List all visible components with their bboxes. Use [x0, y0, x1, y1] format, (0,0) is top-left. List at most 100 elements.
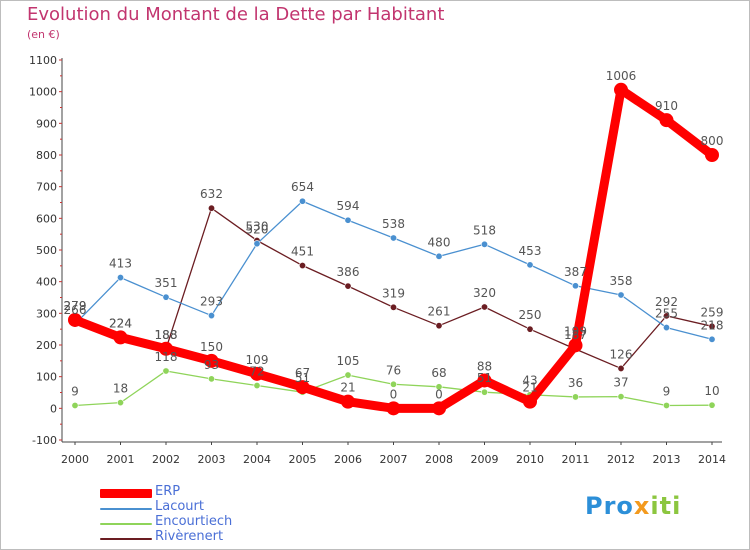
data-label-riv-renert: 632	[200, 187, 223, 201]
data-label-erp: 21	[522, 381, 537, 395]
x-tick-label: 2011	[562, 453, 590, 466]
data-point-erp	[523, 394, 537, 409]
y-tick-label: 400	[36, 276, 57, 289]
data-label-erp: 188	[155, 328, 178, 342]
data-point-encourtiech	[162, 367, 170, 375]
data-label-erp: 88	[477, 359, 492, 373]
data-point-riv-renert	[480, 303, 488, 311]
data-label-riv-renert: 279	[64, 299, 87, 313]
data-point-lacourt	[389, 234, 397, 242]
y-tick-label: 800	[36, 149, 57, 162]
data-label-encourtiech: 93	[204, 358, 219, 372]
data-label-riv-renert: 320	[473, 286, 496, 300]
data-point-erp	[159, 341, 173, 356]
data-point-erp	[705, 148, 719, 162]
data-label-encourtiech: 68	[431, 366, 446, 380]
data-point-erp	[568, 338, 583, 353]
data-label-encourtiech: 10	[704, 384, 719, 398]
legend-item-erp: ERP	[100, 484, 320, 501]
data-point-encourtiech	[253, 382, 261, 390]
data-point-erp	[386, 401, 401, 416]
legend-item-encourtiech: Encourtiech	[100, 514, 320, 531]
data-point-erp	[659, 113, 674, 128]
y-tick-label: 600	[36, 212, 57, 225]
data-point-erp	[432, 401, 446, 416]
data-label-riv-renert: 451	[291, 245, 314, 259]
data-label-riv-renert: 261	[428, 305, 451, 319]
data-point-lacourt	[435, 252, 443, 260]
proxiti-logo: Proxiti	[585, 492, 681, 520]
data-label-riv-renert: 319	[382, 286, 405, 300]
data-label-encourtiech: 51	[295, 371, 310, 385]
y-tick-label: 0	[50, 402, 57, 415]
x-tick-label: 2009	[471, 453, 499, 466]
legend-item-riv-renert: Rivèrenert	[100, 529, 320, 546]
data-point-lacourt	[708, 335, 716, 343]
data-label-lacourt: 413	[109, 257, 132, 271]
y-tick-label: 1100	[29, 54, 57, 67]
logo-part-pro: Pro	[585, 492, 634, 520]
data-point-erp	[68, 312, 82, 327]
x-tick-label: 2014	[698, 453, 726, 466]
data-label-erp: 910	[655, 99, 678, 113]
data-label-riv-renert: 250	[519, 308, 542, 322]
data-point-lacourt	[662, 324, 670, 332]
legend: ERP Lacourt Encourtiech Rivèrenert	[100, 484, 320, 546]
x-tick-label: 2006	[334, 453, 362, 466]
data-label-lacourt: 518	[473, 223, 496, 237]
legend-swatch	[100, 489, 152, 498]
data-point-encourtiech	[117, 399, 125, 407]
data-label-erp: 0	[435, 387, 443, 401]
y-tick-label: 100	[36, 371, 57, 384]
data-label-lacourt: 594	[337, 199, 360, 213]
data-label-lacourt: 218	[701, 318, 724, 332]
data-point-lacourt	[117, 274, 125, 282]
legend-swatch	[100, 538, 152, 540]
data-point-riv-renert	[526, 325, 534, 333]
x-tick-label: 2005	[289, 453, 317, 466]
data-point-lacourt	[344, 216, 352, 224]
data-point-erp	[477, 373, 492, 388]
data-label-lacourt: 266	[64, 303, 87, 317]
data-point-erp	[250, 366, 264, 381]
logo-part-iti: iti	[650, 492, 682, 520]
data-label-erp: 109	[246, 353, 269, 367]
x-tick-label: 2010	[516, 453, 544, 466]
data-label-riv-renert: 224	[109, 316, 132, 330]
data-label-lacourt: 520	[246, 223, 269, 237]
data-point-riv-renert	[298, 262, 306, 270]
y-tick-label: 900	[36, 117, 57, 130]
x-tick-label: 2007	[380, 453, 408, 466]
data-label-erp: 1006	[606, 69, 637, 83]
data-label-erp: 67	[295, 366, 310, 380]
y-tick-label: 300	[36, 307, 57, 320]
x-tick-label: 2003	[198, 453, 226, 466]
legend-label: Encourtiech	[155, 514, 233, 529]
data-point-riv-renert	[662, 312, 670, 320]
data-label-lacourt: 538	[382, 217, 405, 231]
data-label-erp: 150	[200, 340, 223, 354]
data-label-encourtiech: 76	[386, 363, 401, 377]
data-label-lacourt: 453	[519, 244, 542, 258]
data-label-riv-renert: 292	[655, 295, 678, 309]
data-point-riv-renert	[344, 282, 352, 290]
data-point-riv-renert	[708, 322, 716, 330]
legend-label: Rivèrenert	[155, 529, 224, 544]
data-point-lacourt	[617, 291, 625, 299]
x-tick-label: 2013	[653, 453, 681, 466]
data-label-encourtiech: 9	[663, 384, 671, 398]
logo-part-x: x	[633, 492, 651, 520]
data-label-lacourt: 654	[291, 180, 314, 194]
data-point-encourtiech	[617, 393, 625, 401]
data-point-encourtiech	[480, 388, 488, 396]
x-tick-label: 2001	[107, 453, 135, 466]
data-point-encourtiech	[344, 371, 352, 379]
data-point-encourtiech	[662, 401, 670, 409]
data-label-encourtiech: 51	[477, 371, 492, 385]
chart-subtitle: (en €)	[27, 28, 60, 41]
data-label-encourtiech: 72	[249, 365, 264, 379]
data-point-encourtiech	[389, 380, 397, 388]
data-point-lacourt	[162, 293, 170, 301]
legend-swatch	[100, 508, 152, 510]
